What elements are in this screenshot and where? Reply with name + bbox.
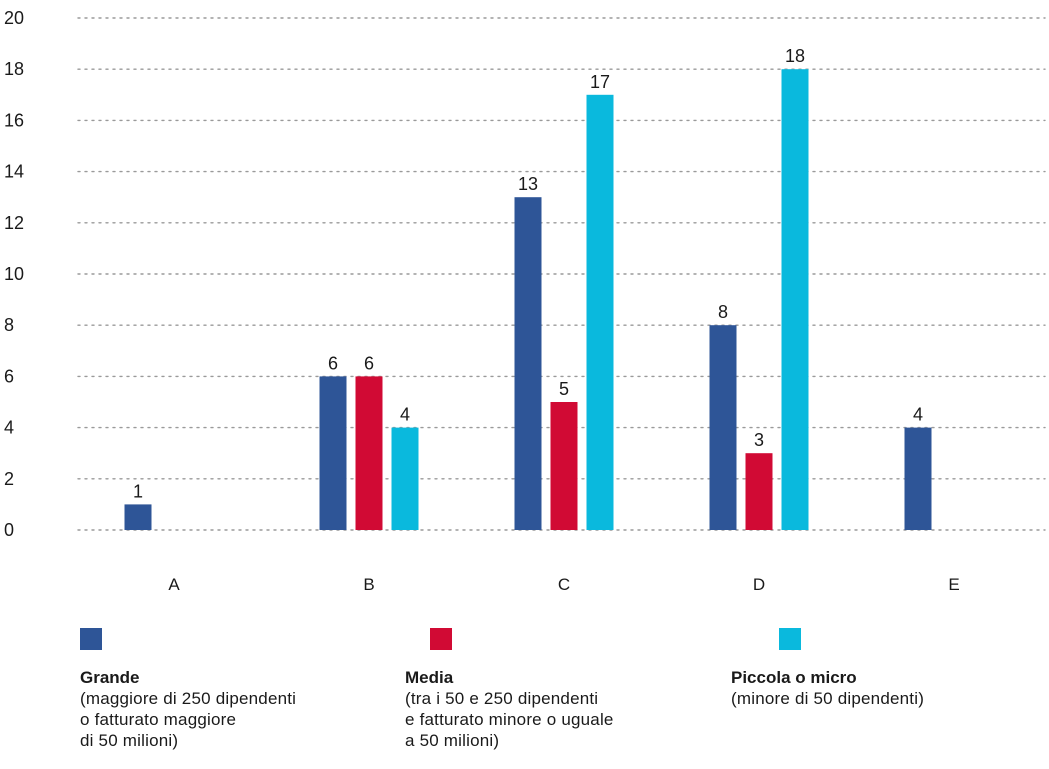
bar [391,427,419,530]
y-tick-label: 10 [4,264,24,284]
y-tick-label: 2 [4,469,14,489]
y-tick-label: 4 [4,418,14,438]
legend-desc-media: (tra i 50 e 250 dipendenti e fatturato m… [405,689,614,750]
bar [781,69,809,530]
legend-title-grande: Grande [80,668,140,687]
bars [124,69,932,531]
data-labels: 1 6 6 4 13 5 17 8 3 18 4 [133,46,923,501]
legend-swatch-media [430,628,452,650]
legend-title-piccola: Piccola o micro [731,668,857,687]
legend-desc-piccola: (minore di 50 dipendenti) [731,689,925,708]
y-tick-label: 8 [4,315,14,335]
data-label: 18 [785,46,805,66]
x-tick-label: C [558,575,570,594]
x-axis-ticks: A B C D E [168,575,959,594]
x-tick-label: A [168,575,180,594]
legend-desc-grande: (maggiore di 250 dipendenti o fatturato … [80,689,297,750]
data-label: 4 [913,405,923,425]
legend-swatch-grande [80,628,102,650]
legend-item-grande: Grande (maggiore di 250 dipendenti o fat… [80,628,296,751]
x-tick-label: D [753,575,765,594]
bar [709,325,737,530]
data-label: 8 [718,302,728,322]
legend-item-piccola: Piccola o micro (minore di 50 dipendenti… [731,628,924,709]
y-tick-label: 20 [4,8,24,28]
x-tick-label: E [948,575,959,594]
data-label: 6 [364,353,374,373]
y-tick-label: 18 [4,59,24,79]
data-label: 13 [518,174,538,194]
grid-lines [77,17,1046,531]
legend-title-media: Media [405,668,454,687]
bar [904,427,932,530]
y-tick-label: 6 [4,366,14,386]
bar [124,504,152,530]
bar [586,94,614,531]
y-tick-label: 16 [4,110,24,130]
bar [319,376,347,530]
y-axis-ticks: 0 2 4 6 8 10 12 14 16 18 20 [4,8,24,540]
data-label: 4 [400,405,410,425]
data-label: 17 [590,72,610,92]
data-label: 3 [754,430,764,450]
data-label: 1 [133,481,143,501]
legend-swatch-piccola [779,628,801,650]
x-tick-label: B [363,575,374,594]
data-label: 5 [559,379,569,399]
bar [355,376,383,530]
bar [745,453,773,530]
y-tick-label: 14 [4,162,24,182]
legend-item-media: Media (tra i 50 e 250 dipendenti e fattu… [405,628,614,751]
data-label: 6 [328,353,338,373]
bar [514,197,542,530]
y-tick-label: 12 [4,213,24,233]
bar [550,402,578,530]
y-tick-label: 0 [4,520,14,540]
